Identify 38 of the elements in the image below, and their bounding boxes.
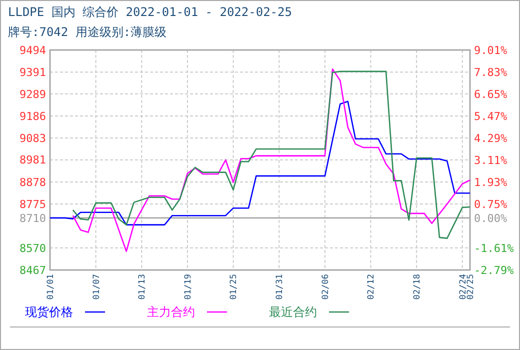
- y-tick-label: 9494: [20, 44, 46, 57]
- x-tick-label: 02/25: [466, 274, 476, 300]
- chart-subtitle: 牌号:7042 用途级别:薄膜级: [8, 25, 167, 39]
- y-tick-label: 8775: [20, 198, 46, 211]
- y-tick-label: 9083: [20, 132, 46, 145]
- y2-tick-label: 0.00%: [474, 212, 508, 225]
- y-tick-label: 9186: [20, 110, 46, 123]
- y-tick-label: 9289: [20, 88, 46, 101]
- y-tick-label: 8981: [20, 154, 46, 167]
- x-tick-label: 02/12: [366, 274, 377, 300]
- legend-label: 最近合约: [269, 305, 317, 319]
- x-tick-label: 01/13: [138, 274, 148, 300]
- y-tick-label: 8878: [20, 176, 46, 189]
- x-tick-label: 02/06: [320, 274, 331, 300]
- chart-title: LLDPE 国内 综合价 2022-01-01 - 2022-02-25: [8, 5, 292, 19]
- x-tick-label: 01/31: [275, 274, 286, 300]
- x-tick-label: 01/01: [46, 274, 56, 300]
- y2-tick-label: 4.29%: [474, 132, 508, 145]
- line-series: [49, 100, 471, 226]
- y2-tick-label: 6.65%: [474, 88, 508, 101]
- x-tick-label: 02/18: [412, 274, 423, 300]
- y2-tick-label: 5.47%: [474, 110, 508, 123]
- legend-label: 主力合约: [147, 305, 195, 319]
- y-tick-label: 8467: [20, 264, 46, 277]
- y2-tick-label: -2.79%: [474, 264, 514, 277]
- y2-tick-label: 1.93%: [474, 176, 508, 189]
- x-tick-label: 01/19: [183, 274, 194, 300]
- y2-tick-label: 7.83%: [474, 66, 508, 79]
- y2-tick-label: 0.75%: [474, 198, 508, 211]
- y2-tick-label: -1.61%: [474, 242, 514, 255]
- x-tick-label: 01/07: [92, 274, 102, 300]
- y2-tick-label: 9.01%: [474, 44, 508, 57]
- legend-label: 现货价格: [25, 305, 73, 319]
- y-tick-label: 8710: [20, 212, 46, 225]
- y2-tick-label: 3.11%: [474, 154, 508, 167]
- y-tick-label: 9391: [20, 66, 46, 79]
- x-tick-label: 01/25: [229, 274, 240, 300]
- y-tick-label: 8570: [20, 242, 46, 255]
